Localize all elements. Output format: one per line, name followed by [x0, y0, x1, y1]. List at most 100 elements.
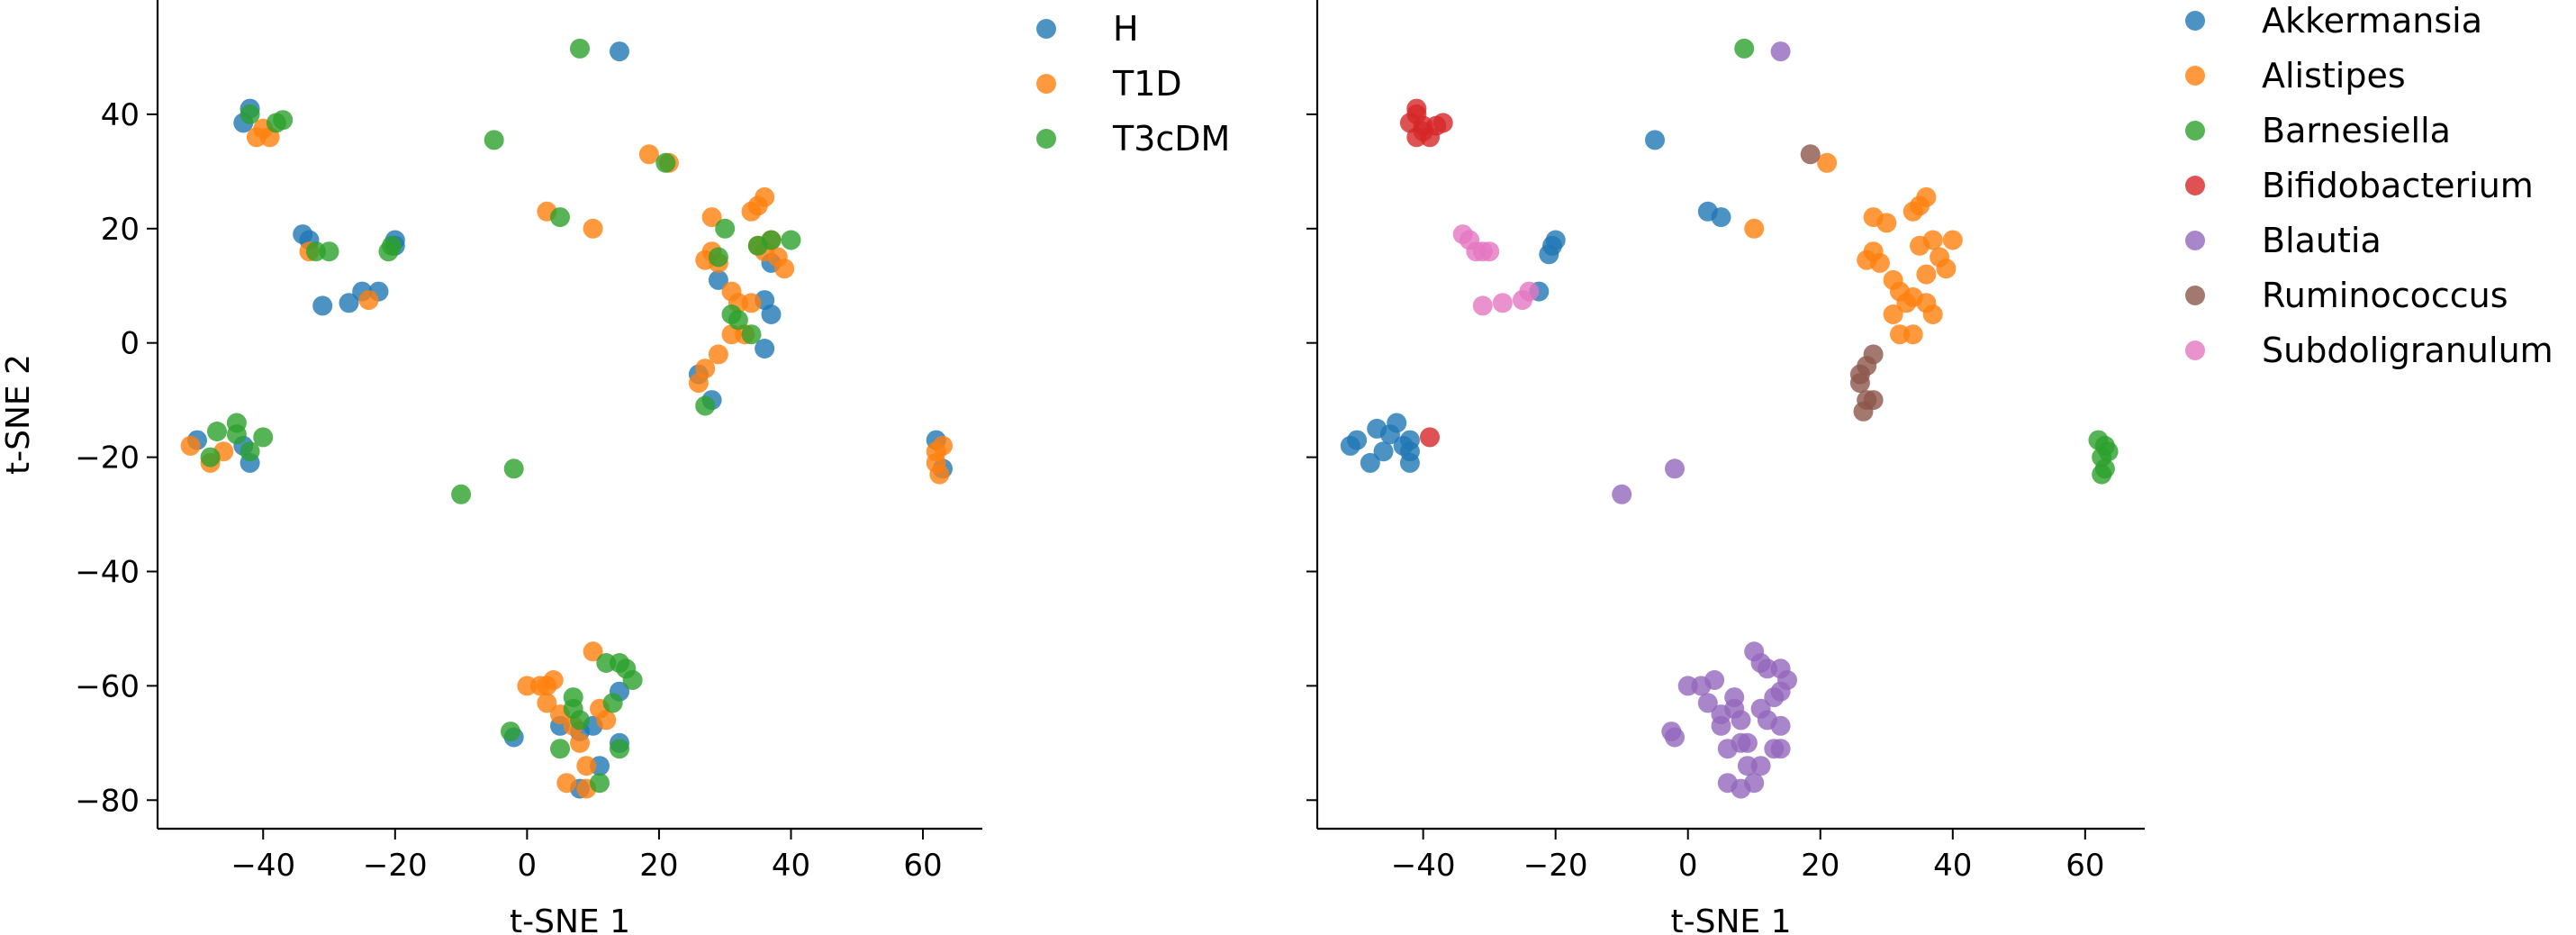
data-point	[312, 295, 333, 316]
data-point	[576, 756, 597, 776]
data-point	[1770, 681, 1791, 702]
data-point	[1492, 293, 1513, 313]
legend-marker	[1036, 19, 1056, 39]
data-point	[622, 670, 643, 690]
x-tick-label: 60	[903, 848, 942, 884]
data-point	[2098, 441, 2119, 462]
legend-label: H	[1113, 9, 1139, 49]
data-point	[1665, 458, 1685, 479]
data-point	[1744, 218, 1765, 239]
legend-marker	[2185, 121, 2205, 141]
data-point	[774, 259, 795, 279]
x-tick-label: 20	[1801, 848, 1839, 884]
data-point	[537, 693, 557, 713]
data-point	[638, 144, 659, 165]
data-point	[1512, 290, 1532, 311]
x-tick-label: −40	[230, 848, 295, 884]
series-alistipes	[1744, 152, 1963, 345]
data-point	[755, 339, 775, 359]
data-point	[761, 304, 782, 324]
data-point	[1750, 756, 1771, 776]
data-point	[583, 641, 603, 662]
legend-marker	[2185, 286, 2205, 305]
x-tick-label: −20	[363, 848, 428, 884]
chart-panel-2: −40 −20 0 20 40 60 t-SNE 1 Akkermansia Alistipes…	[1306, 0, 2553, 935]
data-point	[1393, 435, 1414, 456]
data-point	[1800, 144, 1821, 165]
data-point	[728, 310, 748, 331]
data-point	[755, 186, 775, 207]
data-point	[1922, 304, 1943, 324]
data-point	[701, 207, 722, 228]
legend-label: Blautia	[2262, 221, 2382, 260]
data-point	[319, 241, 339, 262]
legend-marker	[2185, 11, 2205, 31]
data-point	[708, 247, 728, 268]
points-layer	[1340, 38, 2119, 799]
y-tick-label: −80	[75, 783, 140, 819]
series-ruminococcus	[1800, 144, 1884, 422]
points-layer	[180, 38, 953, 799]
data-point	[1770, 41, 1791, 62]
legend-label: Alistipes	[2262, 56, 2406, 95]
data-point	[240, 441, 260, 462]
series-h	[187, 41, 953, 799]
x-tick-label: −40	[1391, 848, 1456, 884]
y-tick-label: −40	[75, 554, 140, 590]
data-point	[1539, 244, 1559, 265]
data-point	[1903, 324, 1923, 345]
data-point	[708, 269, 728, 290]
data-point	[207, 422, 227, 441]
x-tick-label: 40	[772, 848, 810, 884]
data-point	[1869, 252, 1890, 273]
data-point	[1770, 739, 1791, 759]
data-point	[1413, 121, 1433, 141]
data-point	[1876, 213, 1897, 233]
data-point	[1433, 113, 1453, 133]
data-point	[180, 435, 201, 456]
legend-marker	[2185, 231, 2205, 250]
series-bifidobacterium	[1399, 98, 1453, 448]
data-point	[253, 427, 274, 448]
data-point	[1863, 344, 1884, 365]
x-tick-label: −20	[1523, 848, 1588, 884]
data-point	[1737, 732, 1758, 753]
chart-panel-1: −40 −20 0 20 40 60 −80 −60 −40 −20 0 20 40 t-SNE 1 t-S…	[0, 0, 1230, 935]
data-point	[273, 110, 294, 131]
data-point	[1711, 715, 1731, 736]
series-barnesiella	[1734, 38, 2119, 485]
data-point	[741, 324, 762, 345]
legend-label: Akkermansia	[2262, 1, 2482, 41]
data-point	[1399, 452, 1420, 473]
data-point	[929, 464, 950, 485]
data-point	[715, 218, 736, 239]
x-tick-label: 20	[639, 848, 678, 884]
x-axis-label: t-SNE 1	[510, 903, 630, 935]
data-point	[1849, 373, 1870, 394]
y-tick-label: 20	[101, 212, 140, 248]
data-point	[933, 435, 953, 456]
data-point	[556, 773, 577, 794]
data-point	[602, 693, 623, 713]
data-point	[570, 710, 590, 731]
x-tick-label: 0	[1678, 848, 1698, 884]
data-point	[1817, 152, 1838, 173]
data-point	[695, 395, 716, 416]
data-point	[596, 710, 617, 731]
data-point	[583, 218, 603, 239]
data-point	[1916, 186, 1937, 207]
data-point	[358, 290, 379, 311]
data-point	[688, 373, 709, 394]
y-tick-label: 40	[101, 97, 140, 133]
legend-label: Ruminococcus	[2262, 276, 2508, 315]
data-point	[503, 458, 524, 479]
series-t3cdm	[200, 38, 801, 794]
data-point	[590, 773, 610, 794]
data-point	[655, 152, 676, 173]
data-point	[1479, 241, 1500, 262]
data-point	[741, 293, 762, 313]
data-point	[1734, 38, 1755, 59]
data-point	[1731, 710, 1751, 731]
data-point	[240, 104, 260, 124]
